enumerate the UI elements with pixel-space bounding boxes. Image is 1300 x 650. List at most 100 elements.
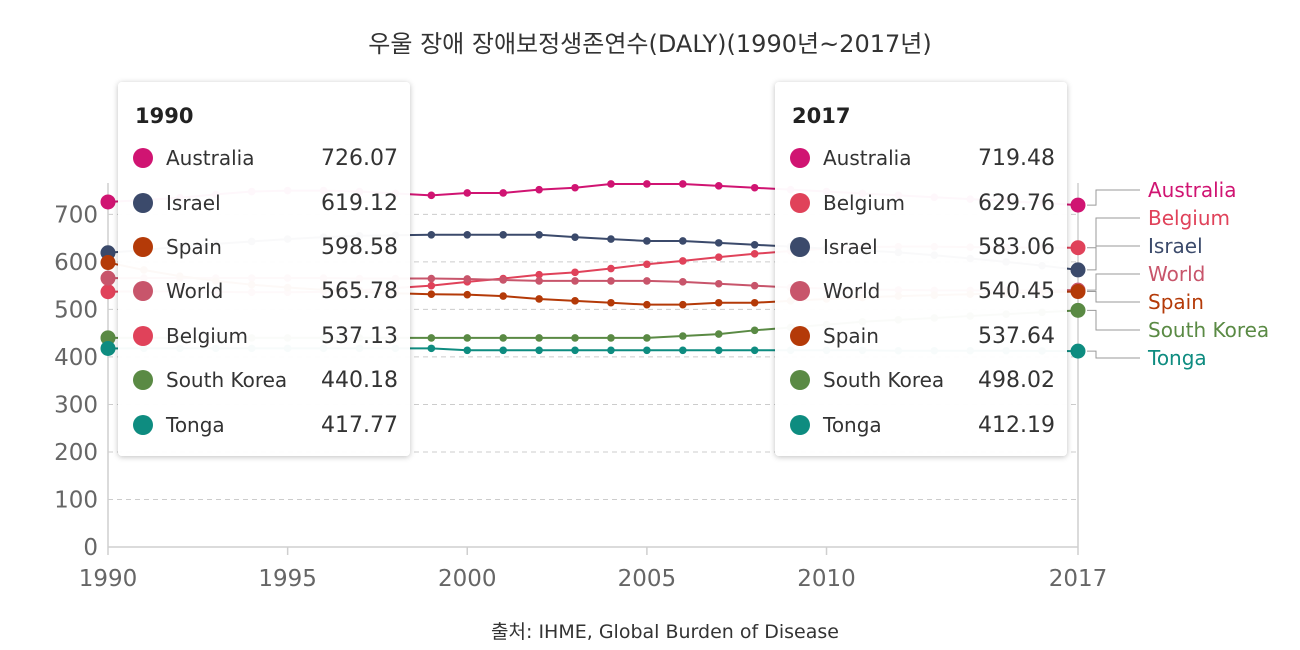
data-point[interactable]: [607, 334, 615, 342]
data-point[interactable]: [463, 275, 472, 283]
data-point[interactable]: [571, 334, 579, 342]
data-point[interactable]: [714, 253, 723, 261]
data-point[interactable]: [427, 290, 436, 298]
data-point[interactable]: [607, 298, 615, 307]
data-point[interactable]: [571, 297, 579, 305]
data-point[interactable]: [100, 255, 116, 271]
tooltip-series-value: 440.18: [321, 368, 398, 393]
data-point[interactable]: [643, 346, 651, 355]
data-point[interactable]: [750, 298, 759, 307]
data-point[interactable]: [499, 292, 507, 300]
data-point[interactable]: [1070, 284, 1086, 300]
data-point[interactable]: [463, 346, 472, 355]
data-point[interactable]: [100, 194, 116, 210]
data-point[interactable]: [535, 270, 543, 279]
data-point[interactable]: [535, 295, 543, 303]
data-point[interactable]: [750, 346, 759, 355]
data-point[interactable]: [100, 284, 116, 300]
data-point[interactable]: [750, 250, 759, 258]
data-point[interactable]: [714, 346, 723, 355]
data-point[interactable]: [643, 180, 651, 188]
series-dot-icon: [790, 193, 810, 213]
label-leader: [1087, 245, 1140, 271]
y-tick-label: 300: [54, 392, 98, 418]
data-point[interactable]: [679, 332, 687, 340]
data-point[interactable]: [571, 268, 579, 277]
data-point[interactable]: [714, 279, 723, 288]
data-point[interactable]: [607, 346, 615, 355]
tooltip-series-name: Israel: [823, 235, 878, 259]
data-point[interactable]: [750, 240, 759, 249]
data-point[interactable]: [750, 281, 759, 290]
data-point[interactable]: [463, 230, 472, 239]
data-point[interactable]: [463, 189, 472, 197]
tooltip-series-value: 598.58: [321, 235, 398, 260]
data-point[interactable]: [100, 330, 116, 346]
data-point[interactable]: [427, 191, 436, 200]
data-point[interactable]: [499, 189, 507, 197]
data-point[interactable]: [607, 180, 615, 188]
tooltip-row: Spain 537.64: [789, 324, 1055, 349]
data-point[interactable]: [679, 300, 687, 309]
data-point[interactable]: [571, 183, 579, 192]
data-point[interactable]: [1070, 240, 1086, 256]
tooltip-row: Belgium 537.13: [132, 324, 398, 349]
data-point[interactable]: [643, 334, 651, 342]
data-point[interactable]: [571, 233, 579, 241]
data-point[interactable]: [499, 230, 507, 239]
data-point[interactable]: [499, 276, 507, 284]
label-leader: [1087, 189, 1140, 206]
data-point[interactable]: [535, 230, 543, 239]
y-tick-label: 0: [83, 535, 98, 561]
x-tick-label: 1990: [79, 566, 138, 592]
data-point[interactable]: [607, 277, 615, 285]
data-point[interactable]: [427, 334, 436, 342]
data-point[interactable]: [499, 346, 507, 355]
data-point[interactable]: [714, 239, 723, 247]
data-point[interactable]: [1070, 262, 1086, 278]
data-point[interactable]: [607, 235, 615, 243]
data-point[interactable]: [427, 281, 436, 290]
data-point[interactable]: [535, 334, 543, 342]
data-point[interactable]: [1070, 302, 1086, 318]
data-point[interactable]: [463, 334, 472, 342]
data-point[interactable]: [607, 264, 615, 273]
data-point[interactable]: [643, 237, 651, 245]
data-point[interactable]: [714, 330, 723, 338]
end-label-spain: Spain: [1148, 290, 1204, 314]
data-point[interactable]: [679, 180, 687, 188]
tooltip-row: Israel 619.12: [132, 191, 398, 216]
tooltip-series-value: 537.64: [978, 324, 1055, 349]
data-point[interactable]: [427, 274, 436, 283]
data-point[interactable]: [750, 326, 759, 335]
data-point[interactable]: [463, 290, 472, 299]
data-point[interactable]: [535, 346, 543, 355]
tooltip-2017: 2017 Australia 719.48 Belgium 629.76 Israel 5…: [775, 82, 1067, 456]
tooltip-row: Belgium 629.76: [789, 191, 1055, 216]
label-leader: [1087, 291, 1140, 303]
data-point[interactable]: [714, 182, 723, 190]
data-point[interactable]: [643, 277, 651, 285]
data-point[interactable]: [679, 346, 687, 355]
label-leader: [1087, 350, 1140, 359]
data-point[interactable]: [535, 185, 543, 194]
data-point[interactable]: [100, 340, 116, 356]
data-point[interactable]: [679, 237, 687, 245]
data-point[interactable]: [427, 344, 436, 353]
data-point[interactable]: [679, 257, 687, 265]
data-point[interactable]: [750, 183, 759, 192]
data-point[interactable]: [643, 300, 651, 309]
data-point[interactable]: [571, 277, 579, 285]
data-point[interactable]: [100, 270, 116, 286]
data-point[interactable]: [1070, 343, 1086, 359]
data-point[interactable]: [1070, 197, 1086, 213]
data-point[interactable]: [643, 260, 651, 269]
data-point[interactable]: [499, 334, 507, 342]
tooltip-row: World 565.78: [132, 279, 398, 304]
data-point[interactable]: [427, 230, 436, 239]
data-point[interactable]: [571, 346, 579, 355]
data-point[interactable]: [679, 278, 687, 286]
data-point[interactable]: [535, 277, 543, 285]
chart-source: 출처: IHME, Global Burden of Disease: [491, 621, 839, 643]
data-point[interactable]: [714, 298, 723, 307]
